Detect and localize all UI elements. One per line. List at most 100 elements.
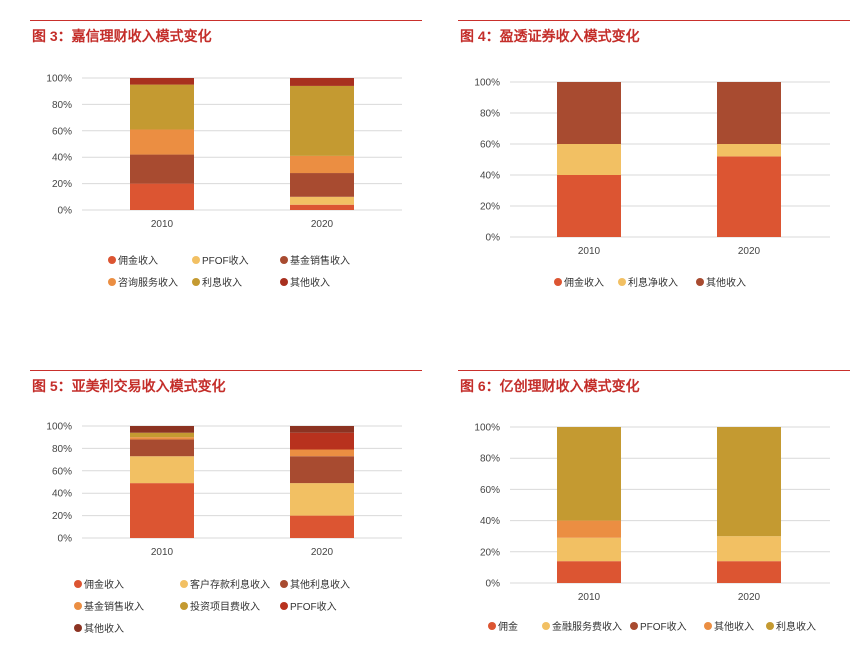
y-tick-label: 40% xyxy=(480,516,500,527)
legend-label: 客户存款利息收入 xyxy=(190,580,270,591)
y-tick-label: 80% xyxy=(52,100,72,111)
legend-swatch xyxy=(280,255,288,264)
y-tick-label: 100% xyxy=(46,74,72,85)
legend-label: 其他利息收入 xyxy=(290,580,350,591)
bar-segment xyxy=(717,427,781,537)
legend-item: PFOF收入 xyxy=(192,252,249,267)
chart-legend: 佣金收入 利息净收入 其他收入 xyxy=(458,268,850,308)
bar-segment xyxy=(290,155,354,174)
x-tick-label: 2010 xyxy=(578,246,601,257)
legend-swatch xyxy=(108,255,116,264)
stacked-bar-chart: 0% 20% 40% 60% 80% 100% 2010 2020 xyxy=(46,422,402,558)
bar-segment xyxy=(290,483,354,516)
y-tick-label: 100% xyxy=(46,422,72,433)
chart-legend: 佣金 金融服务费收入 PFOF收入 其他收入 利息收入 xyxy=(458,612,850,642)
legend-item: 其他收入 xyxy=(704,618,754,633)
legend-label: 其他收入 xyxy=(84,624,124,635)
legend-item: 佣金收入 xyxy=(108,252,158,267)
legend-swatch xyxy=(192,277,200,286)
legend-item: 利息收入 xyxy=(766,618,816,633)
bar-segment xyxy=(290,449,354,457)
bar-segment xyxy=(290,456,354,484)
bar-segment xyxy=(717,144,781,157)
legend-swatch xyxy=(618,277,626,286)
y-tick-label: 0% xyxy=(58,534,73,545)
legend-item: 基金销售收入 xyxy=(74,598,144,613)
bar-segment xyxy=(130,432,194,438)
legend-item: PFOF收入 xyxy=(630,618,687,633)
legend-label: 佣金收入 xyxy=(118,256,158,267)
bar-segment xyxy=(717,561,781,583)
legend-swatch xyxy=(696,277,704,286)
chart-legend: 佣金收入 PFOF收入 基金销售收入咨询服务收入 利息收入 其他收入 xyxy=(30,246,422,316)
legend-item: 金融服务费收入 xyxy=(542,618,622,633)
y-tick-label: 80% xyxy=(52,444,72,455)
bar-segment xyxy=(557,144,621,175)
y-tick-label: 60% xyxy=(52,466,72,477)
y-tick-label: 60% xyxy=(480,140,500,151)
chart-title: 图 3：嘉信理财收入模式变化 xyxy=(32,28,212,44)
legend-item: 基金销售收入 xyxy=(280,252,350,267)
legend-item: 投资项目费收入 xyxy=(180,598,260,613)
bar-segment xyxy=(130,483,194,538)
legend-item: 佣金收入 xyxy=(74,576,124,591)
legend-swatch xyxy=(74,623,82,632)
legend-label: 其他收入 xyxy=(706,278,746,289)
bar-segment xyxy=(290,78,354,86)
legend-item: 其他收入 xyxy=(696,274,746,289)
bar-segment xyxy=(557,561,621,583)
legend-swatch xyxy=(192,255,200,264)
legend-label: 佣金收入 xyxy=(84,580,124,591)
title-rule xyxy=(458,370,850,371)
y-tick-label: 80% xyxy=(480,454,500,465)
legend-swatch xyxy=(280,601,288,610)
bar-segment xyxy=(290,426,354,433)
y-tick-label: 40% xyxy=(480,171,500,182)
y-tick-label: 0% xyxy=(486,579,501,590)
legend-label: 咨询服务收入 xyxy=(118,278,178,289)
legend-item: 其他收入 xyxy=(280,274,330,289)
bar-segment xyxy=(557,82,621,144)
legend-label: 投资项目费收入 xyxy=(190,602,260,613)
bar-segment xyxy=(130,78,194,85)
stacked-bar-chart: 0% 20% 40% 60% 80% 100% 2010 2020 xyxy=(46,74,402,230)
bar-segment xyxy=(290,196,354,205)
x-tick-label: 2010 xyxy=(578,592,601,603)
legend-swatch xyxy=(74,601,82,610)
y-tick-label: 40% xyxy=(52,489,72,500)
y-tick-label: 0% xyxy=(58,206,73,217)
legend-item: 利息净收入 xyxy=(618,274,678,289)
legend-label: 基金销售收入 xyxy=(290,256,350,267)
legend-label: 利息收入 xyxy=(776,622,816,633)
legend-swatch xyxy=(488,621,496,630)
bar-segment xyxy=(130,183,194,210)
legend-swatch xyxy=(280,277,288,286)
bar-segment xyxy=(557,520,621,538)
legend-label: PFOF收入 xyxy=(290,602,337,613)
x-tick-label: 2010 xyxy=(151,547,174,558)
chart-panel-etrade: 图 6：亿创理财收入模式变化 0% 20% 40% 60% 80% 100% 2010 202… xyxy=(458,370,850,670)
legend-label: 其他收入 xyxy=(290,278,330,289)
bar-segment xyxy=(557,175,621,237)
stacked-bar-chart: 0% 20% 40% 60% 80% 100% 2010 2020 xyxy=(474,423,830,603)
chart-panel-ibkr: 图 4：盈透证券收入模式变化 0% 20% 40% 60% 80% 100% 2010 202… xyxy=(458,20,850,320)
bar-segment xyxy=(717,536,781,562)
legend-item: 其他收入 xyxy=(74,620,124,635)
bar-segment xyxy=(130,456,194,484)
legend-item: 客户存款利息收入 xyxy=(180,576,270,591)
bar-segment xyxy=(130,129,194,155)
x-tick-label: 2020 xyxy=(311,219,334,230)
legend-label: PFOF收入 xyxy=(202,256,249,267)
y-tick-label: 100% xyxy=(474,423,500,434)
legend-label: 其他收入 xyxy=(714,622,754,633)
legend-label: 利息净收入 xyxy=(628,278,678,289)
y-tick-label: 40% xyxy=(52,153,72,164)
x-tick-label: 2010 xyxy=(151,219,174,230)
legend-item: 佣金 xyxy=(488,618,518,633)
legend-item: 利息收入 xyxy=(192,274,242,289)
legend-swatch xyxy=(108,277,116,286)
x-tick-label: 2020 xyxy=(311,547,334,558)
bar-segment xyxy=(717,156,781,237)
chart-panel-schwab: 图 3：嘉信理财收入模式变化 0% 20% 40% 60% 80% 100% 2010 202… xyxy=(30,20,422,320)
chart-panel-ameritrade: 图 5：亚美利交易收入模式变化 0% 20% 40% 60% 80% 100% 2010 20… xyxy=(30,370,422,670)
